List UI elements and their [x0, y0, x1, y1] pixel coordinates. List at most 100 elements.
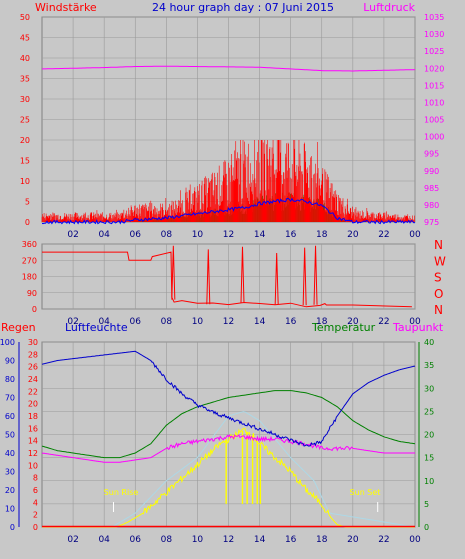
direction-x-tick: 00	[409, 317, 421, 327]
rain-title: Regen	[1, 321, 36, 334]
direction-x-tick: 12	[223, 317, 234, 327]
pressure-y-tick: 1015	[424, 81, 444, 90]
humidity-y-tick: 0	[10, 523, 15, 532]
humidity-y-tick: 100	[0, 338, 15, 347]
wind-y-tick: 20	[20, 136, 30, 145]
pressure-y-tick: 1000	[424, 133, 444, 142]
wind-x-tick: 14	[254, 230, 266, 240]
rain-y-tick: 10	[28, 461, 38, 470]
climate-x-tick: 22	[378, 535, 389, 545]
wind-y-tick: 50	[20, 13, 30, 22]
pressure-y-tick: 1010	[424, 98, 444, 107]
direction-spike	[240, 246, 245, 303]
direction-label: N	[434, 303, 443, 317]
direction-x-tick: 08	[161, 317, 173, 327]
direction-spike	[274, 253, 279, 305]
humidity-y-tick: 90	[5, 357, 15, 366]
wind-title: Windstärke	[35, 1, 97, 14]
wind-y-tick: 30	[20, 95, 30, 104]
rain-y-tick: 14	[28, 437, 38, 446]
wind-x-tick: 00	[409, 230, 421, 240]
humidity-y-tick: 70	[5, 394, 15, 403]
climate-x-tick: 08	[161, 535, 173, 545]
humidity-y-tick: 20	[5, 486, 15, 495]
humidity-y-tick: 60	[5, 412, 15, 421]
direction-y-tick: 360	[22, 240, 37, 249]
wind-x-tick: 02	[67, 230, 78, 240]
wind-y-tick: 10	[20, 177, 30, 186]
direction-line	[42, 251, 412, 308]
wind-x-tick: 20	[347, 230, 359, 240]
climate-x-tick: 00	[409, 535, 421, 545]
humidity-y-tick: 40	[5, 449, 15, 458]
direction-label: W	[434, 254, 446, 268]
temp-y-tick: 35	[424, 361, 434, 370]
temp-y-tick: 0	[424, 523, 429, 532]
rain-y-tick: 2	[33, 511, 38, 520]
direction-x-tick: 10	[192, 317, 204, 327]
temp-y-tick: 40	[424, 338, 434, 347]
rain-y-tick: 0	[33, 523, 38, 532]
pressure-y-tick: 985	[424, 184, 439, 193]
direction-spike	[206, 249, 211, 305]
wind-y-tick: 15	[20, 157, 30, 166]
pressure-y-tick: 1020	[424, 64, 444, 73]
temp-y-tick: 25	[424, 407, 434, 416]
climate-x-tick: 04	[98, 535, 110, 545]
humidity-line	[41, 350, 416, 447]
direction-x-tick: 20	[347, 317, 359, 327]
climate-x-tick: 02	[67, 535, 78, 545]
pressure-y-tick: 1035	[424, 13, 444, 22]
climate-x-tick: 12	[223, 535, 234, 545]
main-title: 24 hour graph day : 07 Juni 2015	[152, 1, 334, 14]
rain-y-tick: 6	[33, 486, 38, 495]
direction-x-tick: 16	[285, 317, 297, 327]
wind-x-tick: 06	[130, 230, 142, 240]
wind-x-tick: 10	[192, 230, 204, 240]
wind-y-tick: 40	[20, 54, 30, 63]
wind-y-tick: 5	[25, 198, 30, 207]
dewpoint-line	[41, 434, 415, 463]
sunrise-label: Sun Rise	[104, 488, 139, 497]
temperature-title: Temperatur	[311, 321, 376, 334]
rain-y-tick: 30	[28, 338, 38, 347]
direction-x-tick: 04	[98, 317, 110, 327]
direction-x-tick: 18	[316, 317, 328, 327]
wind-y-tick: 45	[20, 34, 30, 43]
rain-y-tick: 24	[28, 375, 38, 384]
wind-x-tick: 04	[98, 230, 110, 240]
wind-x-tick: 16	[285, 230, 297, 240]
direction-y-tick: 90	[27, 289, 37, 298]
direction-label: S	[434, 271, 442, 285]
direction-label: O	[434, 287, 443, 301]
rain-y-tick: 12	[28, 449, 38, 458]
direction-y-tick: 0	[32, 305, 37, 314]
temp-y-tick: 10	[424, 477, 434, 486]
direction-x-tick: 14	[254, 317, 266, 327]
humidity-y-tick: 30	[5, 468, 15, 477]
dewpoint-title: Taupunkt	[392, 321, 444, 334]
humidity-y-tick: 80	[5, 375, 15, 384]
humidity-y-tick: 50	[5, 431, 15, 440]
direction-x-tick: 22	[378, 317, 389, 327]
humidity-y-tick: 10	[5, 505, 15, 514]
direction-y-tick: 270	[22, 256, 37, 265]
rain-y-tick: 26	[28, 363, 38, 372]
direction-spike	[313, 245, 318, 305]
rain-y-tick: 20	[28, 400, 38, 409]
rain-y-tick: 28	[28, 350, 38, 359]
pressure-y-tick: 975	[424, 218, 439, 227]
rain-y-tick: 8	[33, 474, 38, 483]
pressure-line	[42, 65, 416, 72]
pressure-y-tick: 990	[424, 167, 439, 176]
wind-x-tick: 08	[161, 230, 173, 240]
temp-y-tick: 30	[424, 384, 434, 393]
direction-x-tick: 06	[130, 317, 142, 327]
wind-panel: 0510152025303540455097598098599099510001…	[20, 13, 445, 240]
temperature-line	[41, 390, 416, 459]
humidity-title: Luftfeuchte	[65, 321, 128, 334]
climate-x-tick: 20	[347, 535, 359, 545]
wind-x-tick: 18	[316, 230, 328, 240]
